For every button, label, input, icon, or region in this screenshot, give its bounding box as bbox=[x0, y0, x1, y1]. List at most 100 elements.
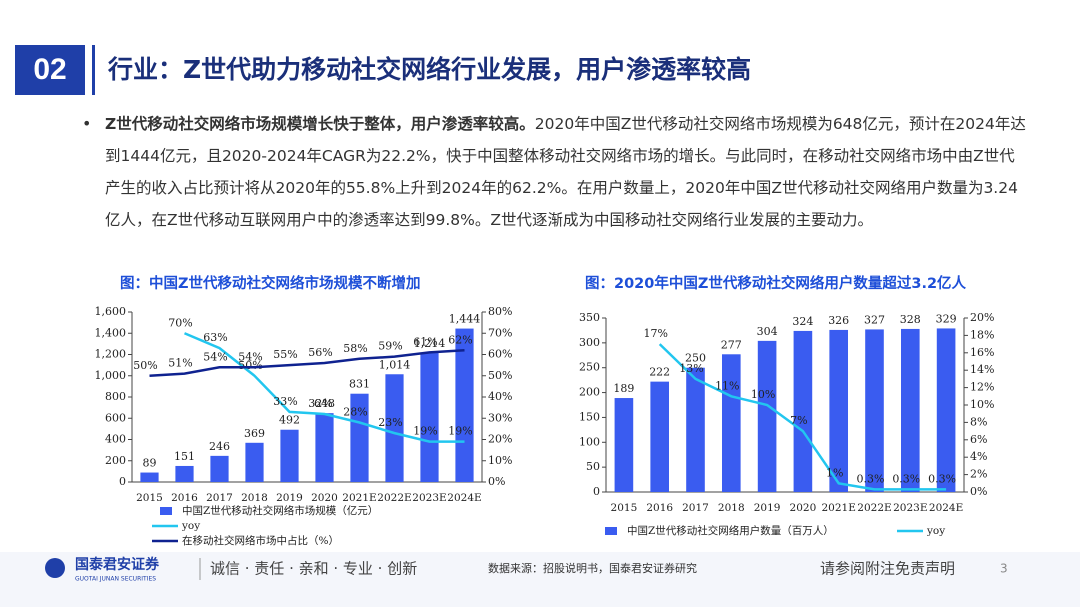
legend-label: yoy bbox=[181, 520, 200, 532]
divider bbox=[92, 45, 95, 95]
paragraph-text: 2020年中国Z世代移动社交网络市场规模为648亿元，预计在2024年达到144… bbox=[105, 115, 1026, 229]
bar bbox=[686, 367, 705, 492]
line bbox=[658, 343, 947, 491]
line-label: 56% bbox=[308, 346, 332, 359]
legend-label: 中国Z世代移动社交网络市场规模（亿元） bbox=[182, 504, 378, 517]
bar bbox=[900, 328, 920, 492]
x-tick-label: 2017 bbox=[682, 502, 709, 514]
bar-label: 1,444 bbox=[449, 313, 481, 326]
section-number: 02 bbox=[15, 45, 85, 95]
y2-tick-label: 0% bbox=[488, 475, 505, 488]
y-tick-label: 100 bbox=[579, 435, 600, 448]
line-label: 63% bbox=[203, 331, 227, 344]
y2-tick-label: 70% bbox=[488, 326, 512, 339]
line-label: 7% bbox=[790, 414, 807, 427]
x-tick-label: 2015 bbox=[611, 502, 638, 514]
bar bbox=[175, 465, 194, 482]
bullet-dot: • bbox=[82, 114, 92, 133]
bar-label: 329 bbox=[936, 312, 957, 325]
legend-swatch bbox=[605, 527, 617, 535]
line-label: 23% bbox=[378, 416, 402, 429]
bar-label: 492 bbox=[279, 414, 300, 427]
line-label: 51% bbox=[168, 357, 192, 370]
line-label: 19% bbox=[448, 425, 472, 438]
line-label: 58% bbox=[343, 342, 367, 355]
x-tick-label: 2023E bbox=[893, 502, 927, 514]
bar bbox=[757, 340, 777, 492]
paragraph: Z世代移动社交网络市场规模增长快于整体，用户渗透率较高。2020年中国Z世代移动… bbox=[105, 108, 1030, 236]
line-label: 0.3% bbox=[857, 472, 885, 485]
x-tick-label: 2020 bbox=[790, 502, 817, 514]
bar bbox=[210, 455, 229, 482]
x-tick-label: 2024E bbox=[929, 502, 963, 514]
line-label: 32% bbox=[308, 397, 332, 410]
y2-tick-label: 60% bbox=[488, 348, 512, 361]
bar bbox=[614, 398, 634, 492]
paragraph-lead: Z世代移动社交网络市场规模增长快于整体，用户渗透率较高。 bbox=[105, 115, 535, 133]
bar bbox=[350, 393, 369, 482]
y-tick-label: 200 bbox=[105, 454, 126, 467]
y2-tick-label: 6% bbox=[970, 433, 987, 446]
bar-label: 327 bbox=[864, 313, 885, 326]
bar bbox=[385, 374, 404, 482]
x-tick-label: 2022E bbox=[377, 492, 411, 504]
bar-label: 1,214 bbox=[414, 337, 446, 350]
bar bbox=[280, 429, 299, 482]
line-label: 54% bbox=[238, 350, 262, 363]
bar-label: 369 bbox=[244, 427, 265, 440]
y-tick-label: 250 bbox=[579, 361, 600, 374]
y2-tick-label: 14% bbox=[970, 363, 994, 376]
logo-text: 国泰君安证券 bbox=[75, 556, 160, 573]
legend-label: yoy bbox=[926, 525, 945, 537]
y2-tick-label: 10% bbox=[488, 454, 512, 467]
bar bbox=[936, 328, 956, 492]
y2-tick-label: 80% bbox=[488, 305, 512, 318]
y-tick-label: 1,200 bbox=[95, 348, 127, 361]
x-tick-label: 2017 bbox=[206, 492, 233, 504]
y-tick-label: 1,000 bbox=[95, 369, 127, 382]
line-label: 28% bbox=[343, 406, 367, 419]
x-tick-label: 2018 bbox=[718, 502, 745, 514]
bar bbox=[865, 329, 884, 492]
y-tick-label: 0 bbox=[593, 485, 600, 498]
y-tick-label: 300 bbox=[579, 336, 600, 349]
bar-label: 151 bbox=[174, 450, 195, 463]
y-tick-label: 350 bbox=[579, 311, 600, 324]
y-tick-label: 400 bbox=[105, 433, 126, 446]
bar bbox=[455, 328, 474, 482]
disclaimer: 请参阅附注免责声明 bbox=[820, 560, 955, 578]
y2-tick-label: 8% bbox=[970, 415, 987, 428]
logo-icon bbox=[45, 558, 65, 578]
x-tick-label: 2024E bbox=[447, 492, 481, 504]
line-label: 11% bbox=[715, 379, 739, 392]
line-label: 13% bbox=[679, 362, 703, 375]
y-tick-label: 150 bbox=[579, 410, 600, 423]
bar-label: 326 bbox=[828, 314, 849, 327]
bar-label: 222 bbox=[649, 366, 670, 379]
x-tick-label: 2020 bbox=[311, 492, 338, 504]
y2-tick-label: 50% bbox=[488, 369, 512, 382]
chart-title: 图：2020年中国Z世代移动社交网络用户数量超过3.2亿人 bbox=[585, 274, 967, 292]
y2-tick-label: 4% bbox=[970, 450, 987, 463]
x-tick-label: 2019 bbox=[754, 502, 781, 514]
legend-label: 在移动社交网络市场中占比（%） bbox=[182, 534, 339, 547]
y2-tick-label: 18% bbox=[970, 328, 994, 341]
bar-label: 277 bbox=[721, 338, 742, 351]
x-tick-label: 2022E bbox=[857, 502, 891, 514]
y2-tick-label: 10% bbox=[970, 398, 994, 411]
y2-tick-label: 20% bbox=[970, 311, 994, 324]
line bbox=[149, 349, 465, 377]
bar-label: 328 bbox=[900, 313, 921, 326]
bar-label: 250 bbox=[685, 352, 706, 365]
line-label: 19% bbox=[413, 425, 437, 438]
x-tick-label: 2019 bbox=[276, 492, 303, 504]
bar-label: 648 bbox=[314, 397, 335, 410]
y-tick-label: 50 bbox=[586, 460, 600, 473]
bar-label: 89 bbox=[143, 457, 157, 470]
line-label: 59% bbox=[378, 340, 402, 353]
line bbox=[184, 332, 465, 443]
bar-label: 831 bbox=[349, 378, 370, 391]
line-label: 33% bbox=[273, 395, 297, 408]
bar-label: 246 bbox=[209, 440, 230, 453]
